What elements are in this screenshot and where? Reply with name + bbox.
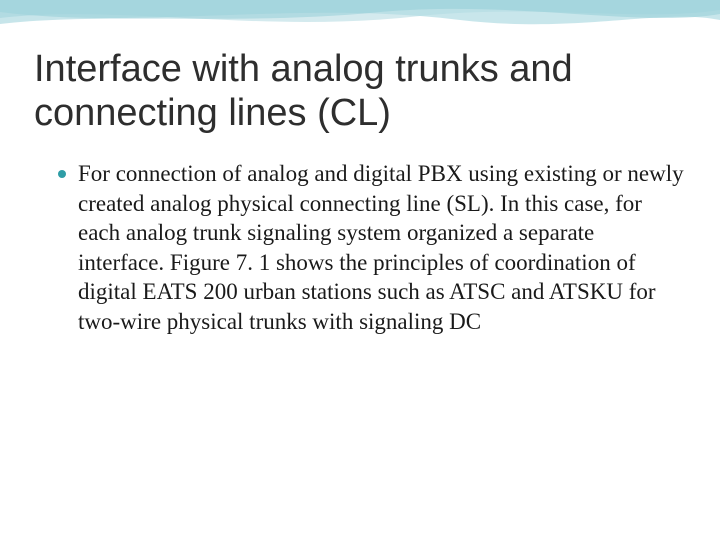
bullet-icon [58,170,66,178]
slide-title: Interface with analog trunks and connect… [34,48,686,135]
body-item: For connection of analog and digital PBX… [58,159,686,336]
slide-container: Interface with analog trunks and connect… [0,0,720,540]
body-list: For connection of analog and digital PBX… [34,159,686,336]
body-text: For connection of analog and digital PBX… [78,161,684,333]
